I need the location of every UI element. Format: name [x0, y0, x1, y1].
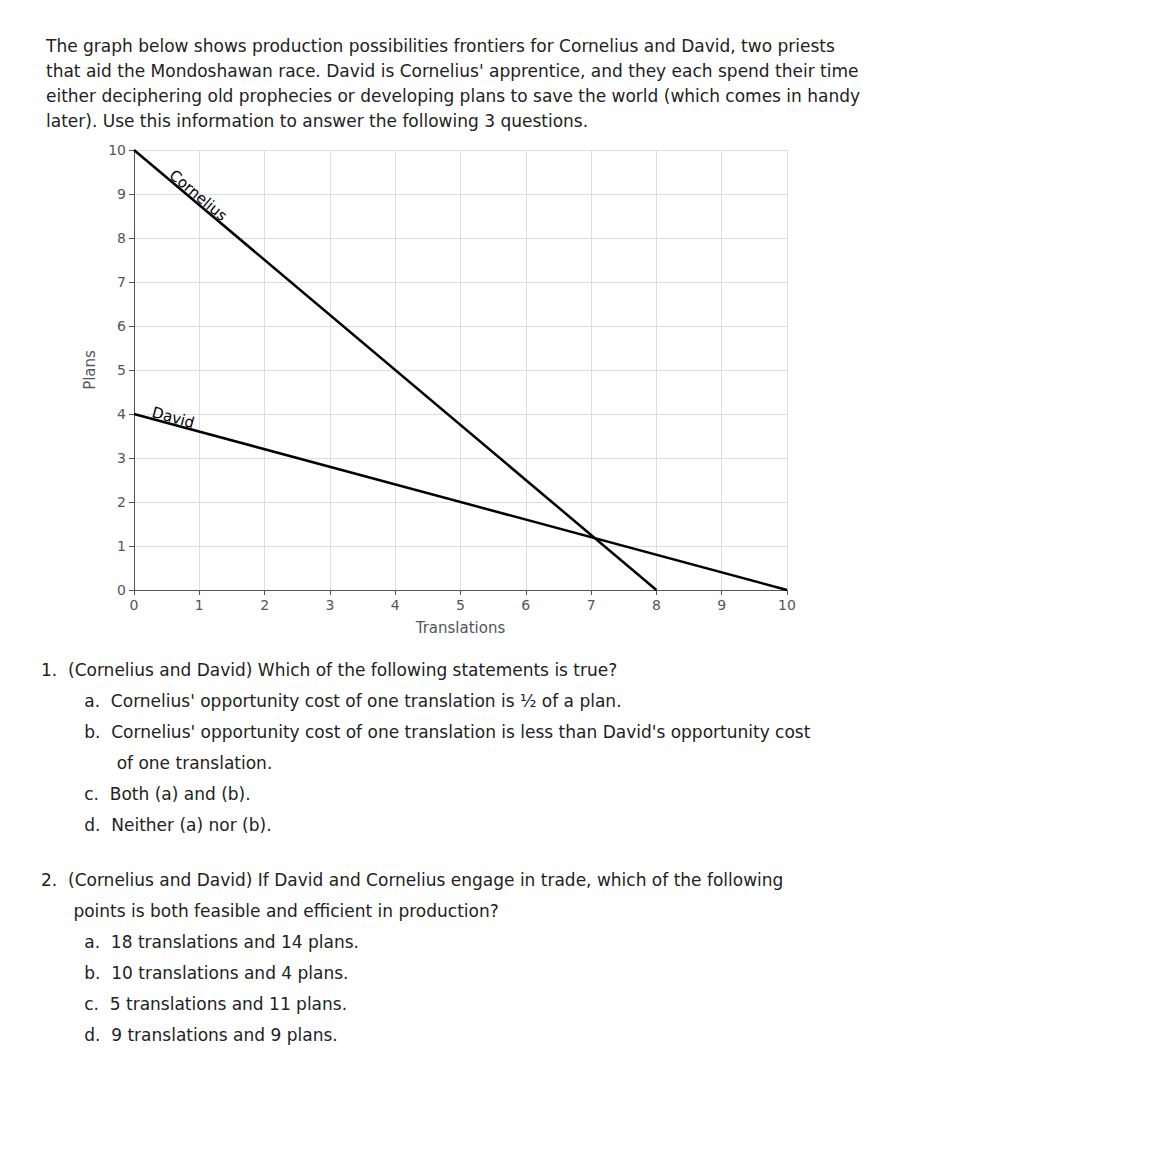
html-text:a. Cornelius' opportunity cost: a. Cornelius' opportunity cost of one tr…	[41, 691, 622, 711]
svg-text:2: 2	[260, 597, 269, 613]
svg-text:6: 6	[117, 318, 126, 334]
svg-text:4: 4	[391, 597, 400, 613]
html-text:b. 10 translations and 4 plans: b. 10 translations and 4 plans.	[41, 963, 349, 983]
svg-text:9: 9	[717, 597, 726, 613]
svg-text:0: 0	[117, 582, 126, 598]
svg-text:0: 0	[130, 597, 139, 613]
svg-text:3: 3	[117, 450, 126, 466]
html-text:b. Cornelius' opportunity cost: b. Cornelius' opportunity cost of one tr…	[41, 722, 811, 742]
svg-text:2: 2	[117, 494, 126, 510]
html-text:1. (Cornelius and David) Which: 1. (Cornelius and David) Which of the fo…	[41, 660, 618, 680]
html-text:c. Both (a) and (b).: c. Both (a) and (b).	[41, 784, 251, 804]
svg-text:10: 10	[108, 142, 126, 158]
svg-text:10: 10	[778, 597, 796, 613]
svg-text:7: 7	[587, 597, 596, 613]
svg-text:8: 8	[117, 230, 126, 246]
svg-text:Cornelius: Cornelius	[166, 166, 231, 225]
svg-text:1: 1	[195, 597, 204, 613]
html-text:a. 18 translations and 14 plan: a. 18 translations and 14 plans.	[41, 932, 359, 952]
svg-text:5: 5	[456, 597, 465, 613]
html-text:c. 5 translations and 11 plans: c. 5 translations and 11 plans.	[41, 994, 348, 1014]
html-text:of one translation.: of one translation.	[41, 753, 273, 773]
svg-text:1: 1	[117, 538, 126, 554]
html-text:2. (Cornelius and David) If Da: 2. (Cornelius and David) If David and Co…	[41, 870, 784, 890]
svg-text:6: 6	[521, 597, 530, 613]
svg-text:3: 3	[325, 597, 334, 613]
svg-text:8: 8	[652, 597, 661, 613]
svg-text:David: David	[150, 403, 197, 432]
svg-text:Translations: Translations	[415, 619, 506, 637]
svg-text:that aid the Mondoshawan race.: that aid the Mondoshawan race. David is …	[46, 61, 859, 81]
svg-text:later). Use this information t: later). Use this information to answer t…	[46, 111, 588, 131]
svg-text:5: 5	[117, 362, 126, 378]
svg-text:The graph below shows producti: The graph below shows production possibi…	[45, 36, 835, 56]
svg-text:9: 9	[117, 186, 126, 202]
svg-text:either deciphering old prophec: either deciphering old prophecies or dev…	[46, 86, 860, 106]
svg-text:7: 7	[117, 274, 126, 290]
svg-text:Plans: Plans	[81, 350, 99, 390]
svg-text:4: 4	[117, 406, 126, 422]
html-text:d. 9 translations and 9 plans.: d. 9 translations and 9 plans.	[41, 1025, 338, 1045]
html-text:d. Neither (a) nor (b).: d. Neither (a) nor (b).	[41, 815, 272, 835]
html-text:points is both feasible and ef: points is both feasible and efficient in…	[41, 901, 499, 921]
